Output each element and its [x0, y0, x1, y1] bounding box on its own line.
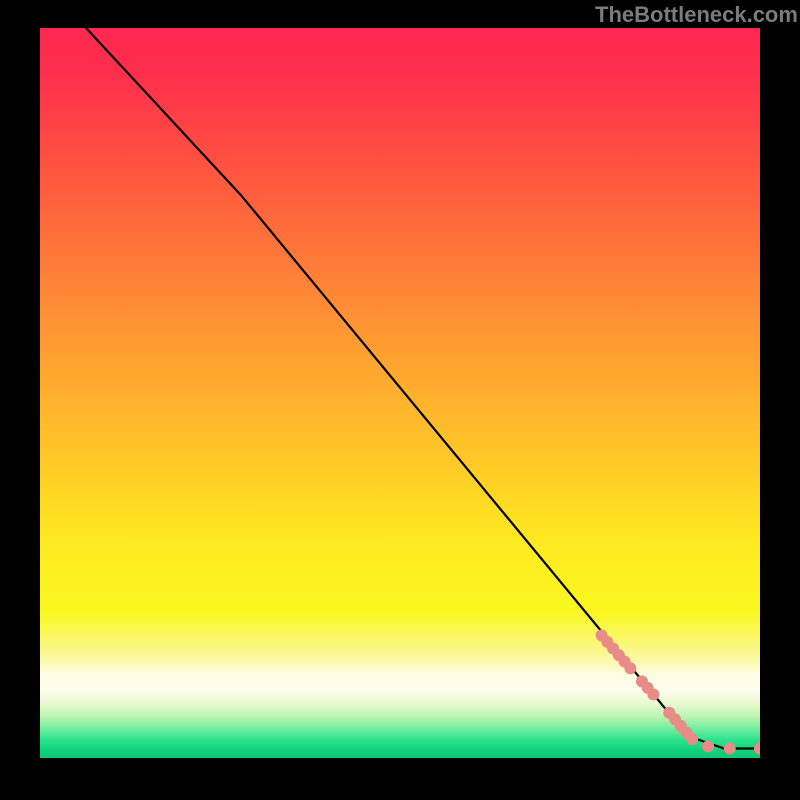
data-marker	[702, 740, 714, 752]
data-marker	[724, 743, 736, 755]
chart-svg	[40, 28, 760, 758]
chart-plot-area	[40, 28, 760, 758]
watermark-text: TheBottleneck.com	[595, 2, 798, 28]
data-marker	[647, 688, 659, 700]
data-marker	[624, 662, 636, 674]
data-marker	[686, 733, 698, 745]
chart-frame: TheBottleneck.com	[0, 0, 800, 800]
gradient-background	[40, 28, 760, 758]
